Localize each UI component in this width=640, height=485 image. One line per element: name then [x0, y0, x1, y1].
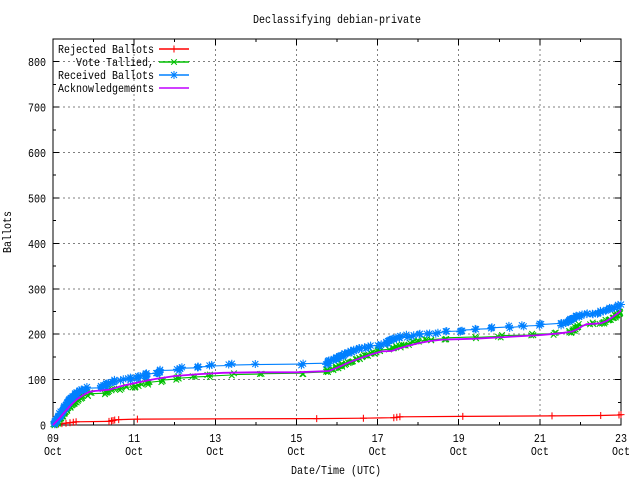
svg-text:Acknowledgements: Acknowledgements — [58, 82, 154, 96]
svg-text:400: 400 — [28, 238, 46, 252]
svg-text:300: 300 — [28, 283, 46, 297]
svg-text:Oct: Oct — [125, 445, 143, 459]
svg-text:Ballots: Ballots — [1, 211, 15, 253]
svg-text:Oct: Oct — [206, 445, 224, 459]
svg-text:19: 19 — [453, 432, 465, 446]
svg-text:200: 200 — [28, 329, 46, 343]
svg-text:800: 800 — [28, 56, 46, 70]
svg-text:Oct: Oct — [44, 445, 62, 459]
svg-text:0: 0 — [40, 420, 46, 434]
svg-text:Declassifying debian-private: Declassifying debian-private — [253, 13, 421, 27]
svg-text:Vote Tallied,: Vote Tallied, — [76, 56, 154, 70]
svg-text:09: 09 — [47, 432, 59, 446]
svg-text:23: 23 — [615, 432, 627, 446]
svg-text:600: 600 — [28, 147, 46, 161]
svg-text:Oct: Oct — [531, 445, 549, 459]
svg-text:21: 21 — [534, 432, 546, 446]
svg-text:Received Ballots: Received Ballots — [58, 69, 154, 83]
svg-text:Oct: Oct — [612, 445, 630, 459]
svg-text:13: 13 — [209, 432, 221, 446]
svg-text:500: 500 — [28, 192, 46, 206]
svg-text:Oct: Oct — [287, 445, 305, 459]
svg-text:Oct: Oct — [369, 445, 387, 459]
svg-text:Rejected Ballots: Rejected Ballots — [58, 43, 154, 57]
svg-text:11: 11 — [128, 432, 140, 446]
svg-text:15: 15 — [290, 432, 302, 446]
svg-text:100: 100 — [28, 374, 46, 388]
svg-text:17: 17 — [372, 432, 384, 446]
svg-text:Oct: Oct — [450, 445, 468, 459]
svg-text:Date/Time (UTC): Date/Time (UTC) — [291, 464, 381, 478]
svg-text:700: 700 — [28, 102, 46, 116]
